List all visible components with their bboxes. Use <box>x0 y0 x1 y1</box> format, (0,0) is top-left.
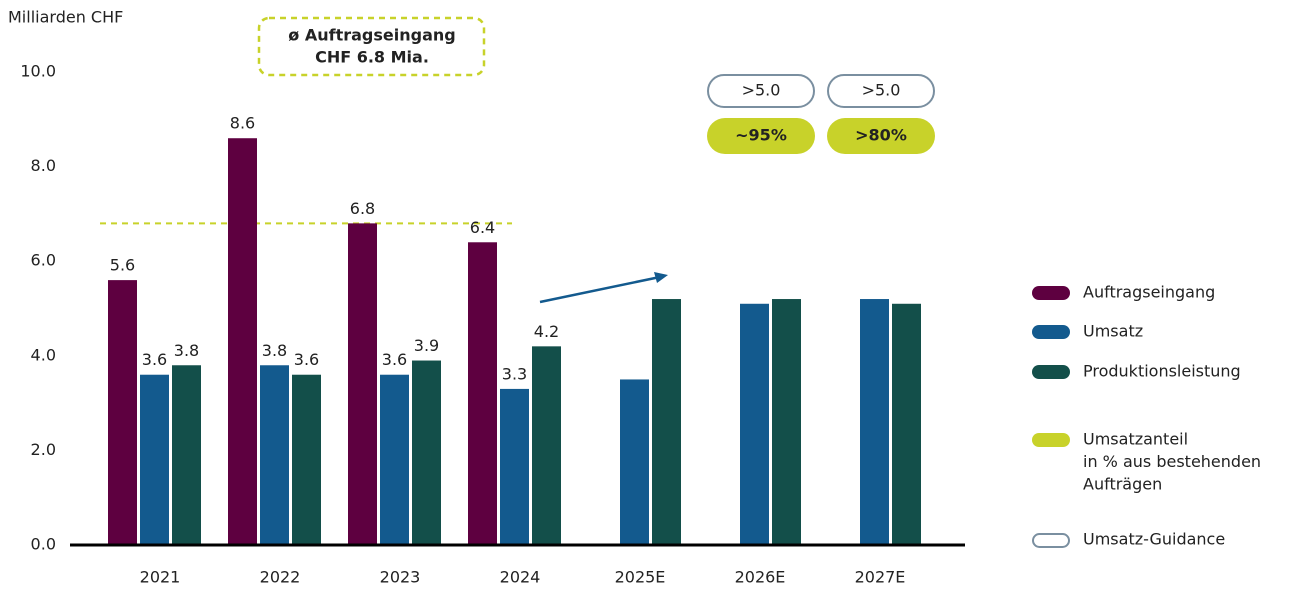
legend-label: Umsatz <box>1083 322 1143 341</box>
y-axis-label: Milliarden CHF <box>8 8 123 27</box>
y-tick-label: 2.0 <box>31 440 56 459</box>
order-share-pill <box>827 118 935 154</box>
y-tick-label: 0.0 <box>31 535 56 554</box>
bar <box>532 346 561 545</box>
bar <box>380 374 409 545</box>
bar <box>172 365 201 545</box>
x-tick-label: 2023 <box>380 568 421 587</box>
annotation: CHF 6.8 Mia. <box>315 48 429 67</box>
value-label: 3.6 <box>294 350 319 369</box>
bar <box>468 242 497 545</box>
legend-label: Produktionsleistung <box>1083 362 1241 381</box>
trend-arrow <box>539 275 661 304</box>
bar <box>500 388 529 545</box>
bar <box>140 374 169 545</box>
order-share-pill <box>707 118 815 154</box>
legend-label: Umsatz-Guidance <box>1083 530 1225 549</box>
x-tick-label: 2021 <box>140 568 181 587</box>
legend-swatch <box>1032 325 1070 339</box>
legend-label: in % aus bestehenden <box>1083 452 1261 471</box>
y-tick-label: 6.0 <box>31 251 56 270</box>
legend-swatch <box>1032 433 1070 447</box>
guidance-label: >5.0 <box>862 81 901 100</box>
y-tick-label: 10.0 <box>20 62 56 81</box>
value-label: 5.6 <box>110 256 135 275</box>
value-label: 3.9 <box>414 336 439 355</box>
x-tick-label: 2026E <box>735 568 786 587</box>
bar <box>740 303 769 545</box>
bar <box>412 360 441 545</box>
value-label: 3.8 <box>174 341 199 360</box>
guidance-box <box>707 74 815 108</box>
y-tick-label: 8.0 <box>31 156 56 175</box>
bar <box>348 223 377 546</box>
x-tick-label: 2024 <box>500 568 541 587</box>
x-tick-label: 2027E <box>855 568 906 587</box>
x-tick-label: 2022 <box>260 568 301 587</box>
guidance-box <box>827 74 935 108</box>
bar <box>108 280 137 545</box>
annotation-box <box>257 16 486 77</box>
value-label: 6.8 <box>350 199 375 218</box>
value-label: 6.4 <box>470 218 495 237</box>
y-tick-label: 4.0 <box>31 345 56 364</box>
value-label: 3.6 <box>382 350 407 369</box>
bar <box>292 374 321 545</box>
value-label: 4.2 <box>534 322 559 341</box>
legend-swatch <box>1032 286 1070 300</box>
x-tick-label: 2025E <box>615 568 666 587</box>
trend-arrow-head <box>654 272 668 283</box>
legend-swatch <box>1032 533 1070 548</box>
legend-label: Auftragseingang <box>1083 283 1215 302</box>
legend-swatch <box>1032 365 1070 379</box>
guidance-label: >5.0 <box>742 81 781 100</box>
value-label: 8.6 <box>230 114 255 133</box>
bar <box>772 299 801 545</box>
value-label: 3.8 <box>262 341 287 360</box>
bar <box>260 365 289 545</box>
order-share-label: >80% <box>855 126 907 145</box>
legend-label: Aufträgen <box>1083 475 1162 494</box>
bar <box>228 138 257 545</box>
bar <box>892 303 921 545</box>
annotation: ø Auftragseingang <box>288 26 455 45</box>
value-label: 3.6 <box>142 350 167 369</box>
legend-label: Umsatzanteil <box>1083 430 1188 449</box>
bar <box>652 299 681 545</box>
bar <box>860 299 889 545</box>
order-share-label: ~95% <box>735 126 787 145</box>
value-label: 3.3 <box>502 364 527 383</box>
bar <box>620 379 649 545</box>
